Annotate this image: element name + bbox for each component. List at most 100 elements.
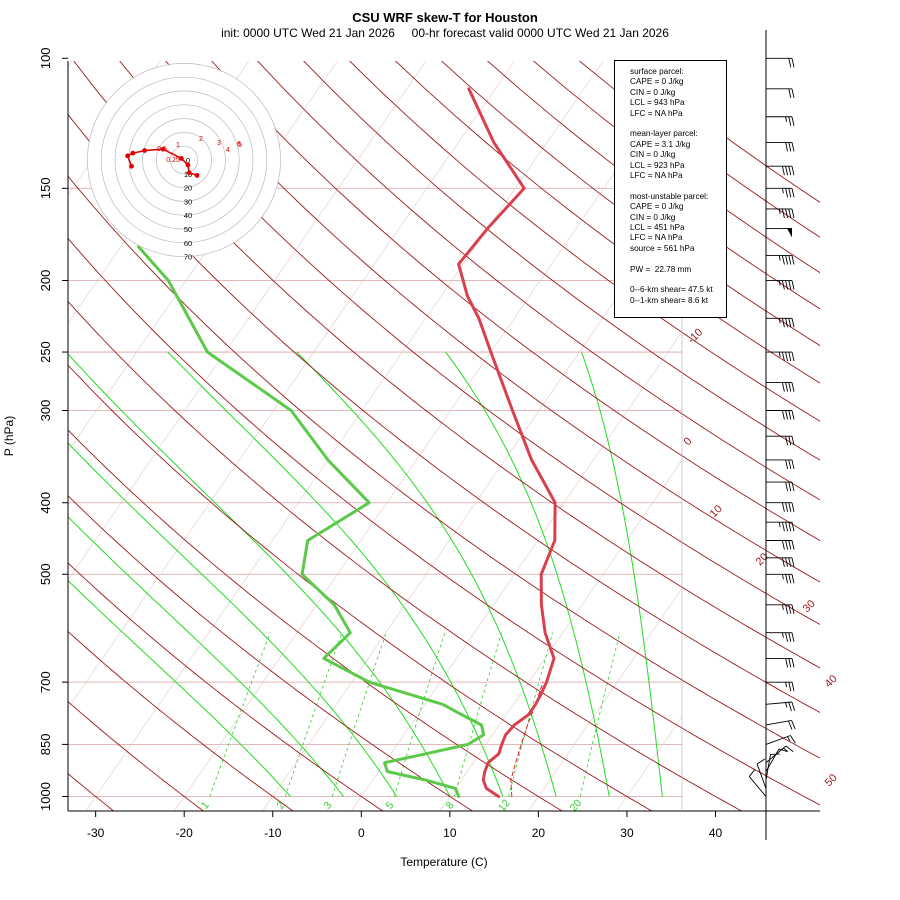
info-gap <box>630 275 726 285</box>
dry-adiabat-label: 10 <box>708 503 725 520</box>
hodograph-point-label: 1 <box>176 142 180 149</box>
parcel-trace-line <box>510 681 544 797</box>
barb-shaft <box>765 701 792 705</box>
hodograph-ring <box>87 63 281 257</box>
barb-half <box>778 255 781 261</box>
barb-full <box>791 682 795 692</box>
dry-adiabat <box>68 364 653 811</box>
wind-barb <box>766 88 795 98</box>
barb-full <box>785 459 789 470</box>
barb-full <box>791 318 795 328</box>
wind-barb <box>766 57 795 68</box>
hodograph-ring-label: 60 <box>184 239 192 248</box>
barb-full <box>791 142 795 152</box>
barb-half <box>781 604 784 610</box>
wind-barb <box>765 701 796 712</box>
isotherm-line <box>793 58 900 812</box>
info-line: LCL = 923 hPa <box>630 160 685 170</box>
dry-adiabat <box>394 61 820 384</box>
barb-half <box>781 574 784 580</box>
barb-full <box>781 382 785 392</box>
hodograph-point-label: 6 <box>237 141 241 148</box>
barb-full <box>788 280 792 290</box>
barb-full <box>788 255 792 265</box>
barb-full <box>788 459 792 470</box>
hodograph-ring-label: 70 <box>184 253 192 262</box>
dry-adiabat <box>68 562 384 811</box>
wind-barb <box>765 745 794 764</box>
hodograph-point <box>178 156 184 161</box>
info-line: LCL = 451 hPa <box>630 223 685 233</box>
mixing-ratio-line <box>209 632 271 797</box>
barb-full <box>791 410 795 420</box>
info-line: CAPE = 0 J/kg <box>630 202 684 212</box>
hodograph-point-label: 2 <box>199 136 203 143</box>
hodograph-point <box>194 173 200 178</box>
barb-full <box>781 166 785 176</box>
info-line: PW = 22.78 mm <box>630 264 692 274</box>
wind-barb <box>766 657 795 668</box>
barb-full <box>788 557 792 567</box>
barb-full <box>781 522 785 532</box>
dry-adiabat <box>68 300 743 811</box>
barb-full <box>788 702 792 712</box>
barb-half <box>785 682 788 688</box>
barb-full <box>791 166 795 176</box>
barb-full <box>785 410 789 420</box>
hodograph-ring <box>100 76 268 244</box>
barb-full <box>785 557 789 567</box>
barb-full <box>785 481 789 492</box>
wind-barb <box>766 481 795 492</box>
dry-adiabat-label: -10 <box>686 326 706 346</box>
info-line: surface parcel: <box>630 67 684 76</box>
info-line: LFC = NA hPa <box>630 108 683 118</box>
moist-adiabat <box>68 579 291 797</box>
barb-shaft <box>756 763 767 789</box>
dry-adiabat <box>257 61 820 501</box>
hodograph-point-label: 5 <box>238 142 242 149</box>
isotherm-line <box>68 61 515 709</box>
info-line: CAPE = 0 J/kg <box>630 77 684 87</box>
chart-subtitle: init: 0000 UTC Wed 21 Jan 2026 00-hr for… <box>221 26 669 40</box>
barb-shaft <box>765 735 791 745</box>
wind-barb <box>766 632 795 642</box>
barb-full <box>788 166 792 176</box>
temperature-profile <box>457 87 557 798</box>
moist-adiabat <box>68 442 398 797</box>
barb-full <box>791 720 796 730</box>
barb-full <box>788 88 792 98</box>
barb-full <box>791 351 795 362</box>
hodograph-point <box>186 170 192 176</box>
wind-barb <box>766 317 795 328</box>
temperature-tick-label: -20 <box>176 826 194 840</box>
barb-full <box>781 540 785 550</box>
barb-full <box>788 208 792 219</box>
info-line: source = 561 hPa <box>630 243 695 253</box>
barb-full <box>781 557 785 567</box>
barb-full <box>781 502 785 512</box>
wind-barb <box>766 280 795 290</box>
mixing-ratio-label: 8 <box>444 799 457 811</box>
barb-full <box>791 481 795 492</box>
pressure-tick-label: 1000 <box>38 782 53 811</box>
mixing-ratio-line <box>508 632 553 797</box>
dry-adiabat-label: 40 <box>823 673 840 690</box>
barb-full <box>785 166 789 176</box>
hodograph-point <box>185 162 191 168</box>
wind-barb <box>766 255 795 265</box>
dry-adiabat <box>68 237 820 806</box>
info-gap <box>630 181 726 191</box>
hodograph-ring-label: 50 <box>184 225 192 234</box>
temperature-tick-label: 30 <box>620 826 634 840</box>
wind-barb <box>766 435 795 446</box>
wind-barb <box>765 720 796 730</box>
barb-full <box>785 351 789 362</box>
parcel-info-box: surface parcel: CAPE = 0 J/kg CIN = 0 J/kg… <box>614 60 727 318</box>
pressure-tick-label: 200 <box>38 270 53 292</box>
barb-full <box>791 208 795 219</box>
hodograph-ring-label: 0 <box>186 156 190 165</box>
hodograph-point <box>129 163 134 169</box>
pressure-tick-label: 850 <box>38 734 53 756</box>
